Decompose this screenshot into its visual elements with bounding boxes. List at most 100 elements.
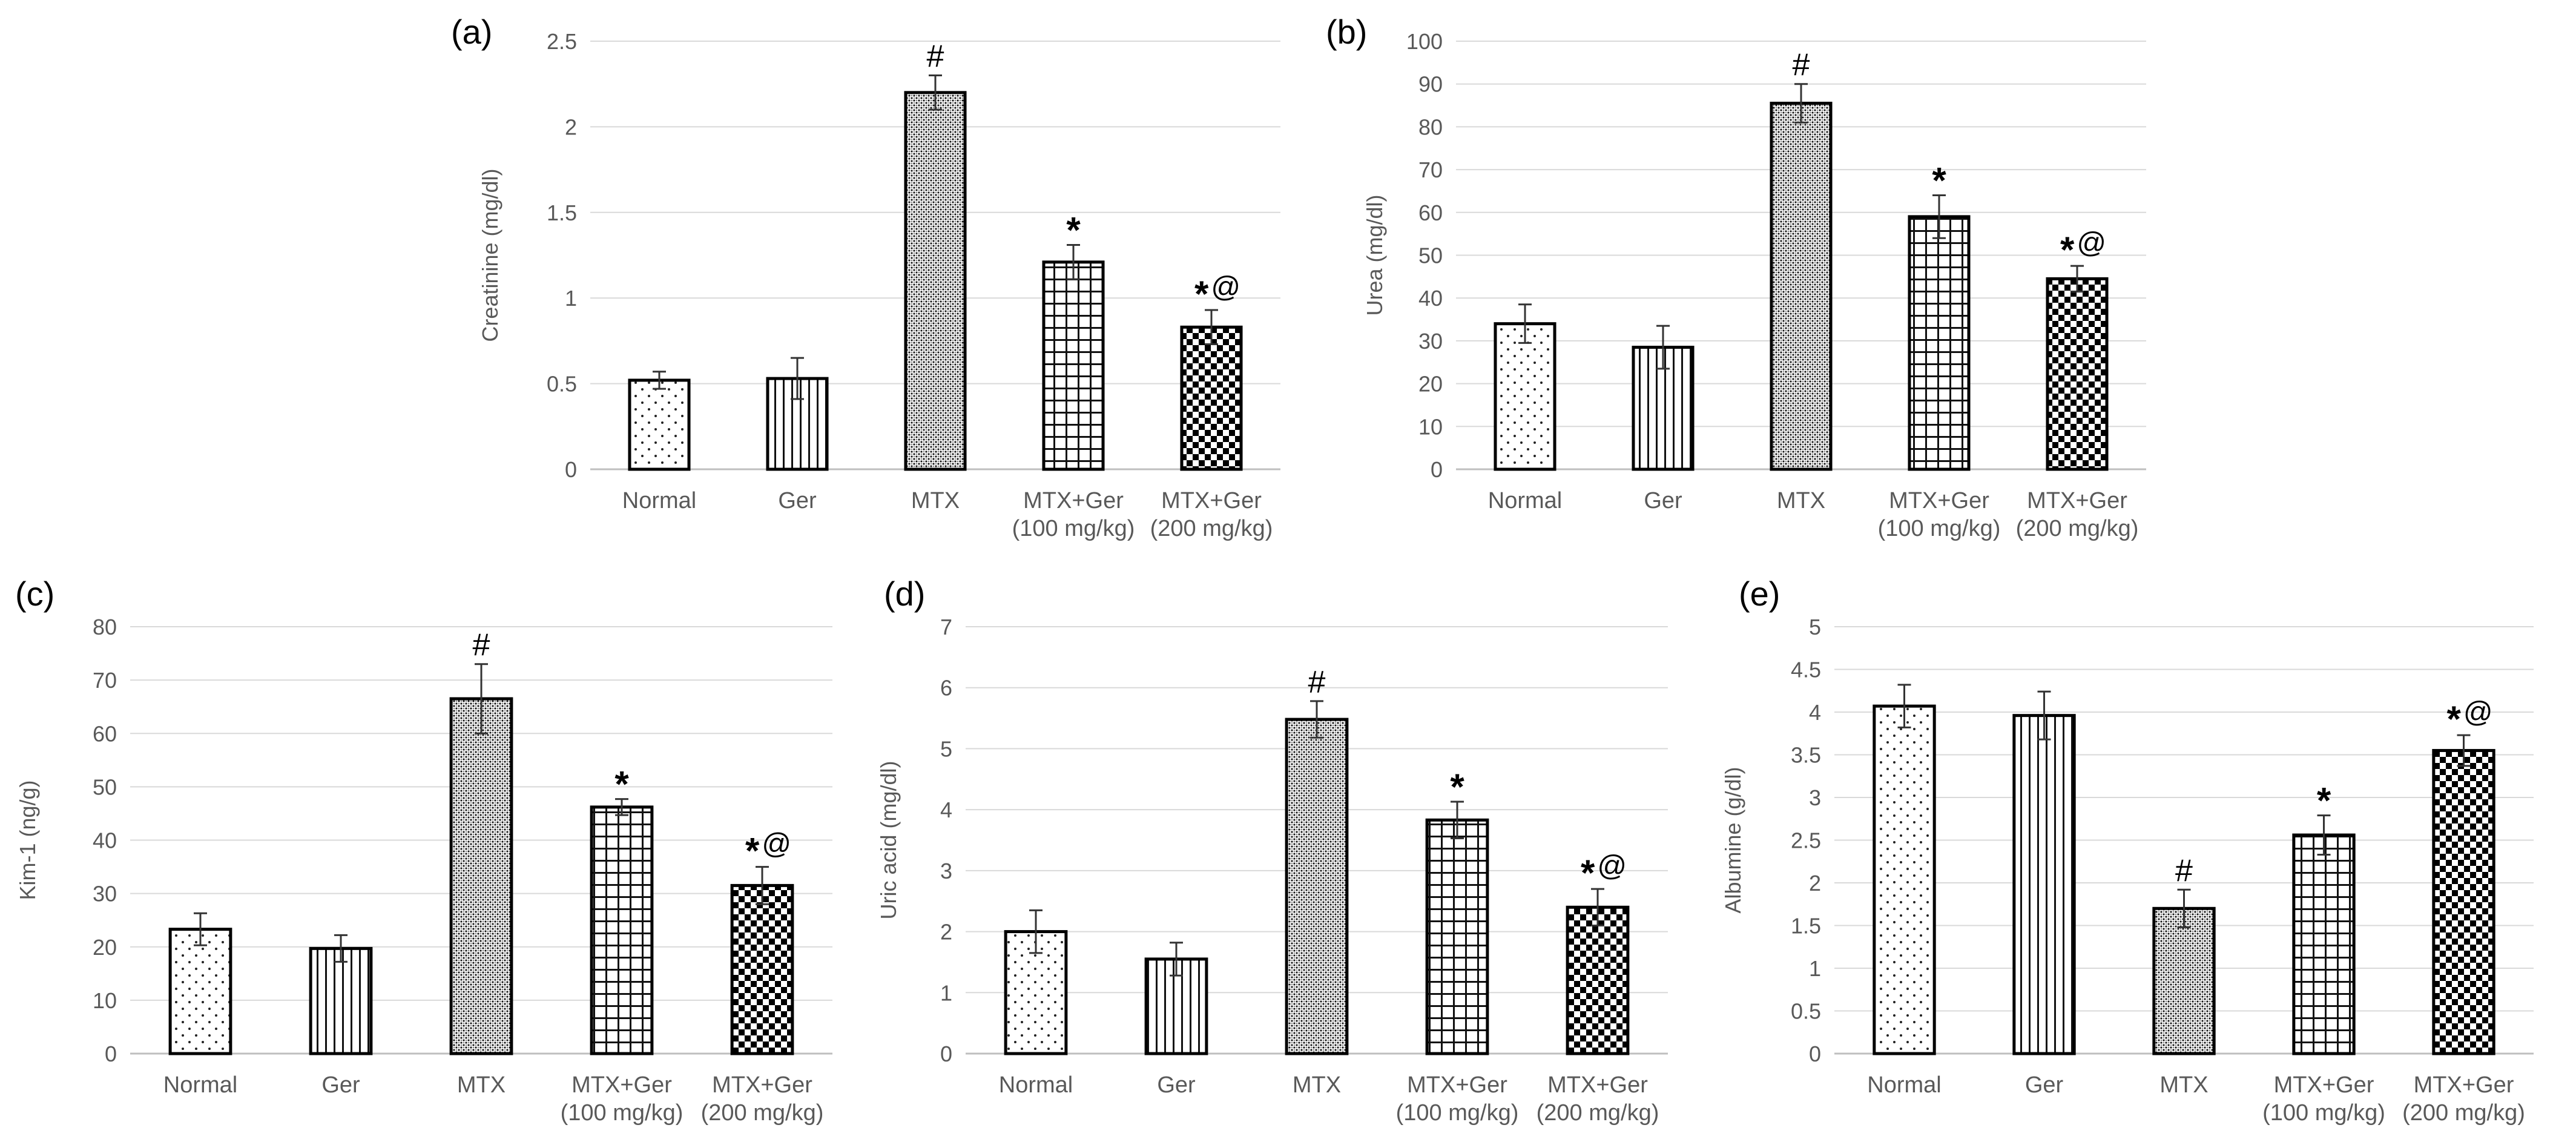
error-bar xyxy=(1656,325,1670,370)
y-tick-label: 80 xyxy=(1418,114,1443,139)
bar-d-4 xyxy=(1566,905,1630,1055)
significance-mark: # xyxy=(2175,853,2193,888)
significance-mark: *@ xyxy=(2060,227,2106,270)
y-tick-label: 10 xyxy=(93,988,117,1013)
bar-c-3 xyxy=(590,805,654,1055)
y-tick-label: 1.5 xyxy=(547,200,577,225)
error-bar xyxy=(653,371,666,390)
bar-c-4 xyxy=(730,883,794,1055)
y-tick-label: 2 xyxy=(565,114,577,139)
y-tick-label: 30 xyxy=(1418,329,1443,354)
bar-a-4 xyxy=(1180,325,1243,471)
y-tick-label: 0 xyxy=(1431,457,1443,482)
significance-mark: * xyxy=(2317,781,2331,821)
error-bar xyxy=(1310,700,1323,739)
significance-mark: # xyxy=(927,39,944,74)
y-tick-label: 40 xyxy=(1418,286,1443,311)
x-tick-label: Normal xyxy=(1488,488,1562,513)
y-tick-label: 50 xyxy=(1418,243,1443,268)
x-tick-label: (200 mg/kg) xyxy=(2016,516,2139,541)
bar-a-2 xyxy=(904,91,967,471)
significance-mark: # xyxy=(1308,665,1326,700)
error-bar xyxy=(1897,684,1911,728)
y-tick-label: 0 xyxy=(1809,1041,1821,1066)
error-bar xyxy=(2317,814,2331,856)
bar-e-2 xyxy=(2152,906,2216,1055)
y-tick-label: 5 xyxy=(1809,615,1821,639)
x-tick-label: Ger xyxy=(1644,488,1682,513)
error-bar xyxy=(791,357,804,400)
x-tick-label: MTX+Ger xyxy=(1407,1072,1507,1098)
significance-mark: *@ xyxy=(745,828,791,871)
y-tick-label: 20 xyxy=(93,935,117,960)
x-tick-label: MTX xyxy=(1777,488,1825,513)
y-tick-label: 0.5 xyxy=(547,372,577,397)
error-bar xyxy=(1067,244,1080,280)
significance-mark: # xyxy=(473,628,490,663)
bar-e-0 xyxy=(1873,704,1936,1055)
y-tick-label: 4 xyxy=(1809,700,1821,725)
x-tick-label: MTX+Ger xyxy=(2274,1072,2374,1098)
bar-b-4 xyxy=(2046,277,2109,471)
y-tick-label: 30 xyxy=(93,882,117,906)
y-tick-label: 0.5 xyxy=(1791,999,1821,1024)
x-tick-label: (200 mg/kg) xyxy=(2402,1100,2525,1126)
y-axis-label: Kim-1 (ng/g) xyxy=(15,780,40,900)
y-tick-label: 10 xyxy=(1418,414,1443,439)
error-bar xyxy=(2457,734,2471,767)
error-bar xyxy=(615,798,628,816)
y-tick-label: 90 xyxy=(1418,72,1443,97)
x-tick-label: MTX+Ger xyxy=(1161,488,1262,513)
y-tick-label: 60 xyxy=(93,721,117,746)
y-axis-label: Creatinine (mg/dl) xyxy=(478,168,502,342)
y-tick-label: 1 xyxy=(940,980,952,1005)
significance-mark: *@ xyxy=(1581,850,1627,893)
x-tick-label: Ger xyxy=(321,1072,360,1098)
error-bar xyxy=(2070,265,2084,293)
y-tick-label: 0 xyxy=(940,1041,952,1066)
x-tick-label: MTX+Ger xyxy=(572,1072,672,1098)
y-tick-label: 40 xyxy=(93,828,117,853)
x-tick-label: (100 mg/kg) xyxy=(2262,1100,2385,1126)
error-bar xyxy=(1205,309,1218,346)
y-tick-label: 2 xyxy=(1809,871,1821,896)
y-tick-label: 1 xyxy=(1809,956,1821,981)
x-tick-label: Ger xyxy=(1157,1072,1196,1098)
chart-panel-d: (d) 0 1 2 3 4 5 6 7 Uric acid (mg/dl) Normal Ger # MT… xyxy=(876,575,1668,1126)
bar-c-0 xyxy=(168,928,232,1055)
error-bar xyxy=(1794,83,1808,124)
chart-panel-c: (c) 0 10 20 30 40 50 60 70 80 Kim-1 (ng/g) Normal Ge… xyxy=(15,575,832,1126)
significance-mark: * xyxy=(1066,210,1081,251)
significance-mark: * xyxy=(1932,160,1946,201)
error-bar xyxy=(2037,690,2051,741)
x-tick-label: MTX+Ger xyxy=(1023,488,1124,513)
x-tick-label: MTX xyxy=(1293,1072,1341,1098)
error-bar xyxy=(1170,942,1183,977)
y-tick-label: 1 xyxy=(565,286,577,311)
error-bar xyxy=(334,934,348,963)
x-tick-label: MTX xyxy=(457,1072,506,1098)
significance-mark: *@ xyxy=(1194,271,1240,314)
x-tick-label: MTX+Ger xyxy=(1547,1072,1648,1098)
chart-panel-e: (e) 0 0.5 1 1.5 2 2.5 3 3.5 4 4.5 5 Albumine (g/dl) N… xyxy=(1721,575,2534,1126)
y-tick-label: 0 xyxy=(105,1041,117,1066)
y-tick-label: 100 xyxy=(1406,29,1443,54)
x-tick-label: Ger xyxy=(778,488,817,513)
bar-b-3 xyxy=(1908,215,1971,471)
y-axis-label: Uric acid (mg/dl) xyxy=(876,761,901,919)
y-axis-label: Albumine (g/dl) xyxy=(1721,767,1745,913)
x-tick-label: (200 mg/kg) xyxy=(1150,516,1273,541)
error-bar xyxy=(1518,303,1532,344)
y-tick-label: 50 xyxy=(93,774,117,799)
y-tick-label: 4 xyxy=(940,797,952,822)
chart-panel-a: (a) 0 0.5 1 1.5 2 2.5 Creatinine (mg/dl) Normal G… xyxy=(451,13,1280,541)
y-tick-label: 70 xyxy=(1418,157,1443,182)
x-tick-label: (200 mg/kg) xyxy=(1537,1100,1659,1126)
y-tick-label: 70 xyxy=(93,668,117,693)
panel-label: (c) xyxy=(15,575,54,613)
x-tick-label: MTX+Ger xyxy=(1889,488,1989,513)
panel-label: (d) xyxy=(884,575,925,613)
x-tick-label: Normal xyxy=(999,1072,1073,1098)
error-bar xyxy=(756,866,769,905)
